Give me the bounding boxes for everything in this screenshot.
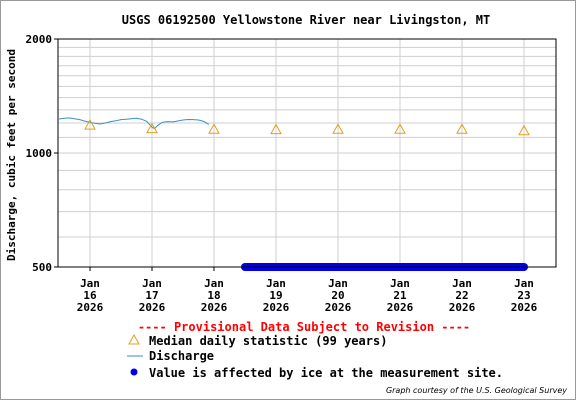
median-marker: [332, 123, 344, 134]
x-tick-label: 20: [331, 289, 344, 302]
provisional-notice: ---- Provisional Data Subject to Revisio…: [138, 320, 470, 334]
axis-ticks: 50010002000Jan162026Jan172026Jan182026Ja…: [26, 33, 538, 314]
grid-lines: [58, 39, 556, 267]
x-tick-label: 22: [455, 289, 468, 302]
median-marker: [270, 123, 282, 135]
x-tick-label: Jan: [80, 277, 100, 290]
credit-text: Graph courtesy of the U.S. Geological Su…: [386, 386, 567, 395]
x-tick-label: 18: [207, 289, 220, 302]
legend-ice-label: Value is affected by ice at the measurem…: [149, 366, 503, 380]
x-tick-label: 23: [517, 289, 530, 302]
median-marker: [208, 123, 220, 134]
discharge-line: [58, 117, 210, 130]
x-tick-label: 19: [269, 289, 282, 302]
y-axis-label: Discharge, cubic feet per second: [5, 49, 18, 261]
x-tick-label: Jan: [328, 277, 348, 290]
median-marker: [146, 122, 158, 134]
median-marker: [394, 123, 406, 134]
x-tick-label: 16: [83, 289, 97, 302]
x-tick-label: Jan: [514, 277, 534, 290]
legend-median-label: Median daily statistic (99 years): [149, 334, 387, 348]
x-tick-label: 2026: [325, 301, 352, 314]
plot-border: [57, 38, 557, 268]
x-tick-label: 2026: [77, 301, 104, 314]
x-tick-label: Jan: [452, 277, 472, 290]
y-tick-label: 2000: [26, 33, 53, 46]
x-tick-label: 17: [145, 289, 158, 302]
median-marker: [84, 119, 96, 130]
x-tick-label: 2026: [201, 301, 228, 314]
y-tick-label: 1000: [26, 147, 53, 160]
x-tick-label: 2026: [139, 301, 166, 314]
legend-median-icon: [128, 333, 140, 345]
median-marker: [518, 124, 530, 136]
x-tick-label: 2026: [387, 301, 414, 314]
x-tick-label: Jan: [142, 277, 162, 290]
data-series: [58, 117, 530, 271]
legend-ice-icon: [130, 368, 138, 376]
x-tick-label: Jan: [266, 277, 286, 290]
x-tick-label: 2026: [263, 301, 290, 314]
chart-title: USGS 06192500 Yellowstone River near Liv…: [122, 13, 490, 27]
x-tick-label: 2026: [511, 301, 538, 314]
x-tick-label: Jan: [390, 277, 410, 290]
x-tick-label: 2026: [449, 301, 476, 314]
legend: Median daily statistic (99 years) Discha…: [127, 333, 503, 380]
median-marker: [456, 123, 468, 134]
x-tick-label: 21: [393, 289, 407, 302]
y-tick-label: 500: [32, 261, 52, 274]
legend-discharge-label: Discharge: [149, 349, 214, 363]
x-tick-label: Jan: [204, 277, 224, 290]
